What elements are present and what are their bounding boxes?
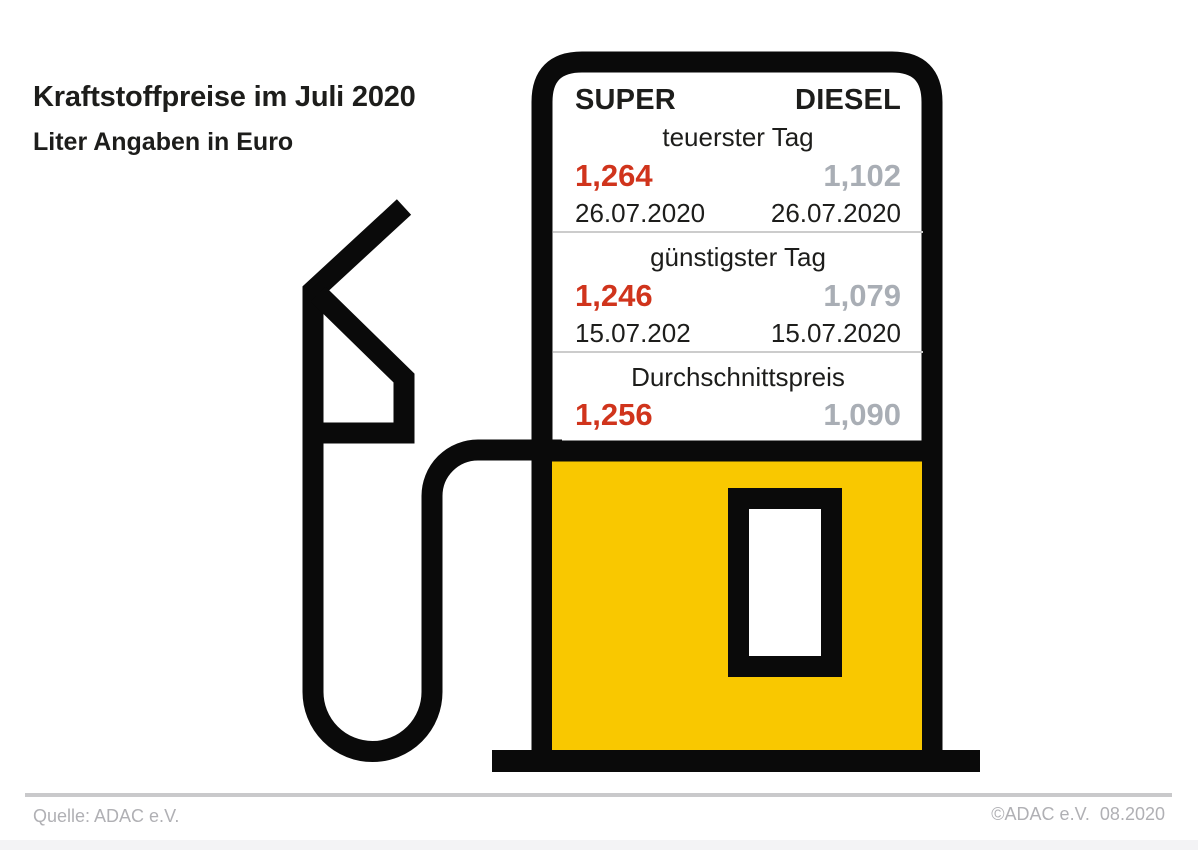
pump-display: SUPER DIESEL teuerster Tag 1,264 1,102 2… xyxy=(553,73,923,441)
super-price: 1,246 xyxy=(575,277,653,313)
pump-hose-nozzle xyxy=(302,199,562,762)
display-divider xyxy=(553,350,923,353)
display-divider xyxy=(553,230,923,233)
diesel-price: 1,102 xyxy=(823,157,901,193)
diesel-date: 26.07.2020 xyxy=(770,197,901,228)
fuel-label-diesel: DIESEL xyxy=(795,84,901,116)
super-price: 1,256 xyxy=(575,396,653,432)
price-values: 1,256 1,090 xyxy=(575,399,901,430)
pump-window xyxy=(728,488,842,677)
super-price: 1,264 xyxy=(575,157,653,193)
super-date: 26.07.2020 xyxy=(575,197,706,228)
price-section-most-expensive: teuerster Tag 1,264 1,102 26.07.2020 26.… xyxy=(575,122,901,231)
page-subtitle: Liter Angaben in Euro xyxy=(33,127,294,156)
super-date: 15.07.202 xyxy=(575,317,691,348)
fuel-type-header: SUPER DIESEL xyxy=(575,73,901,115)
price-section-cheapest: günstigster Tag 1,246 1,079 15.07.202 15… xyxy=(575,241,901,351)
header: Kraftstoffpreise im Juli 2020 Liter Anga… xyxy=(33,80,416,157)
price-dates: 26.07.2020 26.07.2020 xyxy=(575,200,901,231)
section-label: Durchschnittspreis xyxy=(631,361,845,392)
diesel-date: 15.07.2020 xyxy=(770,317,901,348)
diesel-price: 1,079 xyxy=(823,277,901,313)
footer-divider xyxy=(25,793,1172,797)
section-label: teuerster Tag xyxy=(662,122,814,152)
footer-copyright: ©ADAC e.V. 08.2020 xyxy=(991,804,1165,824)
price-values: 1,246 1,079 xyxy=(575,280,901,311)
price-section-average: Durchschnittspreis 1,256 1,090 xyxy=(575,361,901,430)
price-values: 1,264 1,102 xyxy=(575,160,901,191)
price-dates: 15.07.202 15.07.2020 xyxy=(575,320,901,351)
footer-source: Quelle: ADAC e.V. xyxy=(33,806,180,826)
bottom-edge-strip xyxy=(0,840,1198,850)
diesel-price: 1,090 xyxy=(823,396,901,432)
fuel-label-super: SUPER xyxy=(575,84,676,116)
pump-base xyxy=(492,750,980,772)
section-label: günstigster Tag xyxy=(650,241,826,272)
pump-nozzle-handle xyxy=(310,286,415,444)
page-title: Kraftstoffpreise im Juli 2020 xyxy=(33,81,416,113)
